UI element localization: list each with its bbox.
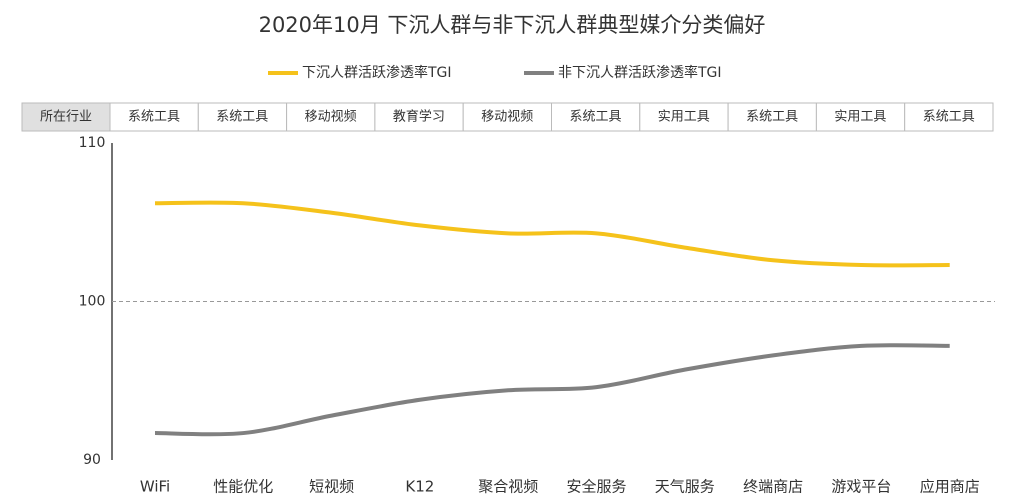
industry-label: 系统工具 <box>216 110 268 125</box>
x-tick-label: 性能优化 <box>213 478 273 496</box>
industry-cell <box>727 102 817 132</box>
industry-cell <box>551 102 641 132</box>
legend-label: 下沉人群活跃渗透率TGI <box>302 64 452 81</box>
industry-cell <box>197 102 288 132</box>
industry-cell <box>904 102 994 132</box>
x-tick-label: 天气服务 <box>655 478 715 496</box>
chart-title: 2020年10月 下沉人群与非下沉人群典型媒介分类偏好 <box>259 13 766 37</box>
industry-label: 教育学习 <box>393 109 445 125</box>
x-tick-label: 游戏平台 <box>831 478 891 496</box>
industry-label: 实用工具 <box>834 110 886 125</box>
x-tick-label: WiFi <box>140 478 170 496</box>
x-tick-label: 安全服务 <box>566 478 626 496</box>
x-tick-label: 聚合视频 <box>478 478 538 496</box>
industry-cell <box>286 102 376 132</box>
industry-label: 移动视频 <box>305 110 357 125</box>
x-tick-label: K12 <box>405 478 434 496</box>
y-tick-label: 110 <box>79 135 106 151</box>
series-line <box>154 343 950 437</box>
y-tick-label: 100 <box>79 294 106 310</box>
series-line <box>154 200 950 268</box>
industry-label: 系统工具 <box>923 110 975 125</box>
industry-label: 移动视频 <box>481 110 533 125</box>
industry-label: 系统工具 <box>746 110 798 125</box>
industry-label: 实用工具 <box>658 110 710 125</box>
industry-label: 系统工具 <box>128 110 180 125</box>
industry-cell <box>462 102 553 132</box>
industry-header: 所在行业 <box>40 110 92 125</box>
x-tick-label: 短视频 <box>309 478 354 496</box>
x-tick-label: 终端商店 <box>743 478 803 496</box>
industry-label: 系统工具 <box>569 110 621 125</box>
x-tick-label: 应用商店 <box>920 478 980 496</box>
legend-label: 非下沉人群活跃渗透率TGI <box>558 64 722 81</box>
industry-cell <box>639 102 729 132</box>
industry-cell <box>815 102 906 132</box>
industry-cell <box>109 102 199 132</box>
y-tick-label: 90 <box>83 452 101 468</box>
